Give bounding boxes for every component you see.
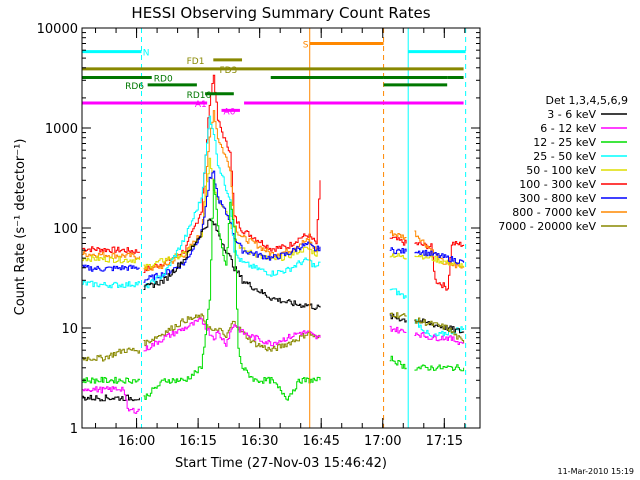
flag-label-rd16: RD16: [187, 91, 212, 101]
x-tick-label: 16:00: [118, 434, 155, 449]
date-stamp: 11-Mar-2010 15:19: [558, 467, 635, 476]
series-line-6-0: [82, 347, 140, 362]
series-line-5-1: [143, 218, 321, 310]
plot-area: N S FD1 FD3 RD0 RD6 RD16 A0 A1 1 10 100 1000 10000 16:…: [37, 22, 481, 449]
series-line-8-0: [82, 376, 140, 384]
x-tick-label: 16:15: [179, 434, 216, 449]
legend-label: 50 - 100 keV: [526, 164, 596, 177]
series-line-2-1: [143, 157, 321, 269]
legend-label: 3 - 6 keV: [547, 108, 596, 121]
flag-label-rd0: RD0: [154, 74, 173, 84]
y-tick-label: 100: [53, 222, 78, 237]
series-line-2-2: [389, 253, 407, 260]
y-tick-label: 1000: [45, 122, 78, 137]
legend-label: 25 - 50 keV: [533, 150, 596, 163]
series-line-8-3: [414, 364, 465, 372]
y-tick-label: 1: [70, 422, 78, 437]
legend-label: 800 - 7000 keV: [512, 206, 596, 219]
series-line-6-1: [143, 313, 321, 352]
y-axis-label: Count Rate (s⁻¹ detector⁻¹): [13, 139, 28, 316]
flag-label-s: S: [303, 40, 309, 50]
series-line-0-1: [143, 74, 321, 273]
legend-title: Det 1,3,4,5,6,9: [545, 94, 628, 107]
series-line-3-2: [389, 247, 407, 255]
legend-label: 12 - 25 keV: [533, 136, 596, 149]
series-line-1-2: [389, 230, 407, 240]
series-line-2-0: [82, 255, 140, 264]
legend-label: 100 - 300 keV: [519, 178, 596, 191]
series-line-7-3: [414, 332, 465, 345]
flag-label-fd3: FD3: [219, 66, 237, 76]
plot-contents: N S FD1 FD3 RD0 RD6 RD16 A0 A1: [82, 28, 467, 428]
chart-title: HESSI Observing Summary Count Rates: [131, 4, 430, 22]
x-tick-label: 17:15: [426, 434, 463, 449]
x-tick-label: 17:00: [364, 434, 401, 449]
series-line-3-0: [82, 264, 140, 272]
series-line-0-0: [82, 246, 140, 254]
series-line-8-2: [389, 355, 407, 370]
series-line-1-1: [143, 110, 321, 271]
series-line-5-0: [82, 394, 140, 402]
y-tick-label: 10: [61, 322, 78, 337]
series-line-6-3: [414, 317, 465, 344]
y-tick-label: 10000: [37, 22, 78, 37]
series-line-4-0: [82, 280, 140, 289]
series-line-7-2: [389, 325, 407, 334]
x-tick-label: 16:30: [241, 434, 278, 449]
series-line-7-0: [82, 386, 140, 414]
series-line-0-2: [389, 236, 407, 246]
flag-label-a1: A1: [195, 100, 207, 110]
series-line-7-1: [143, 317, 321, 352]
flag-label-fd1: FD1: [187, 57, 205, 67]
flag-label-rd6: RD6: [125, 82, 144, 92]
flag-label-n: N: [143, 49, 150, 59]
flag-label-a0: A0: [224, 107, 236, 117]
series-line-8-1: [143, 179, 321, 401]
legend-label: 6 - 12 keV: [540, 122, 596, 135]
x-tick-label: 16:45: [302, 434, 339, 449]
series-line-0-3: [414, 241, 465, 291]
series-line-6-2: [389, 312, 407, 319]
legend-label: 300 - 800 keV: [519, 192, 596, 205]
legend-label: 7000 - 20000 keV: [498, 220, 596, 233]
series-line-3-3: [414, 249, 465, 265]
series-line-4-2: [389, 288, 407, 299]
x-axis-label: Start Time (27-Nov-03 15:46:42): [175, 456, 387, 471]
series-line-4-1: [143, 115, 321, 289]
